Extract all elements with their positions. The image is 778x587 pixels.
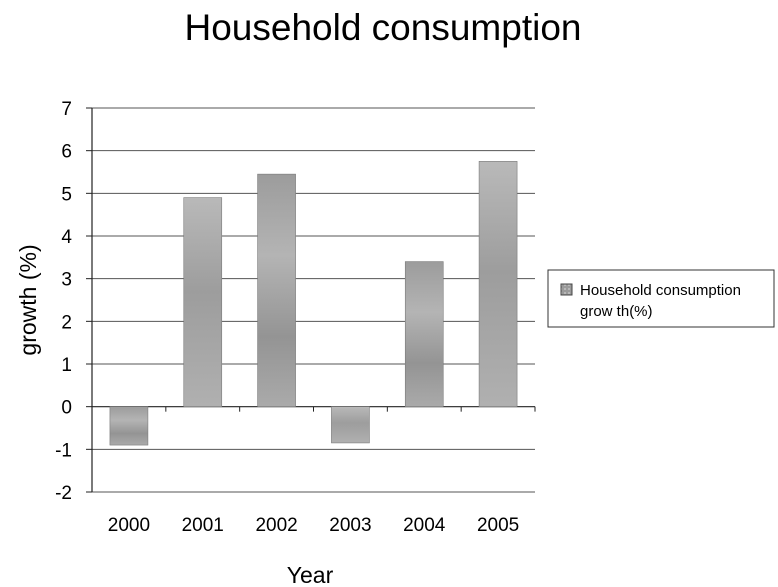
y-tick-label: 2 (61, 312, 72, 333)
bar-2005 (478, 161, 518, 407)
y-tick-label: 6 (61, 142, 72, 163)
y-tick-label: 0 (61, 398, 72, 419)
x-tick-labels: 2000 2001 2002 2003 2004 2005 (108, 515, 519, 536)
legend: Household consumption grow th(%) (547, 269, 775, 328)
bar-2004 (404, 261, 444, 407)
x-tick-label: 2003 (329, 515, 371, 536)
legend-frame (547, 269, 775, 328)
gridlines (92, 107, 535, 493)
y-tick-label: 3 (61, 270, 72, 291)
x-tick-label: 2000 (108, 515, 150, 536)
y-tick-label: -1 (55, 440, 72, 461)
y-tick-label: 1 (61, 355, 72, 376)
legend-label-line2: grow th(%) (580, 303, 653, 320)
chart-title: Household consumption (185, 7, 582, 48)
x-tick-label: 2004 (403, 515, 446, 536)
y-tick-label: 7 (61, 99, 72, 120)
legend-label-line1: Household consumption (580, 282, 741, 299)
legend-swatch (560, 283, 573, 296)
bar-2002 (257, 173, 296, 407)
bar-2001 (183, 197, 223, 407)
bars (109, 161, 518, 446)
y-tick-label: 5 (61, 184, 72, 205)
bar-2003 (331, 406, 370, 444)
x-axis-label: Year (287, 562, 334, 587)
y-ticks: -2 -1 0 1 2 3 4 5 6 7 (55, 99, 536, 504)
y-axis-label: growth (%) (15, 244, 41, 355)
x-tick-label: 2002 (255, 515, 297, 536)
x-tick-label: 2001 (182, 515, 224, 536)
bar-2000 (109, 406, 149, 446)
x-tick-label: 2005 (477, 515, 519, 536)
y-tick-label: 4 (61, 227, 72, 248)
y-tick-label: -2 (55, 483, 72, 504)
